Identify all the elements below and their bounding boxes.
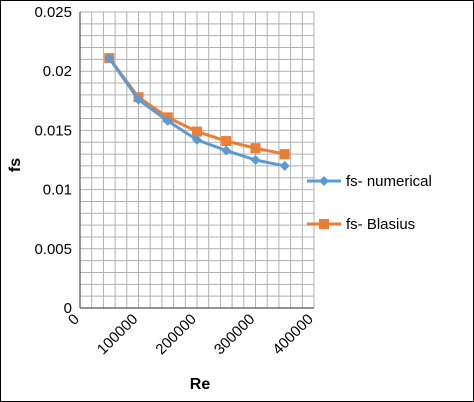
y-axis-title: fs xyxy=(7,158,24,172)
axes xyxy=(79,12,314,309)
y-tick-label: 0.005 xyxy=(34,241,72,258)
legend-entry-blasius: fs- Blasius xyxy=(307,216,415,233)
legend-label-blasius: fs- Blasius xyxy=(346,216,415,233)
x-tick-label: 100000 xyxy=(94,311,141,358)
y-tick-label: 0.015 xyxy=(34,122,72,139)
data-point-numerical xyxy=(104,53,115,64)
tick-labels: 0 0.005 0.01 0.015 0.02 0.025 0 100000 200000 300… xyxy=(34,4,316,358)
grid xyxy=(79,11,315,309)
y-tick-label: 0.02 xyxy=(43,63,72,80)
legend-label-numerical: fs- numerical xyxy=(346,173,432,190)
legend-entry-numerical: fs- numerical xyxy=(307,173,432,190)
data-point-numerical xyxy=(250,155,261,165)
x-tick-label: 400000 xyxy=(269,311,316,358)
x-tick-label: 200000 xyxy=(152,311,199,358)
data-point-blasius xyxy=(250,143,261,154)
legend: fs- numerical fs- Blasius xyxy=(307,173,432,233)
legend-marker-blasius xyxy=(319,219,329,229)
x-tick-label: 0 xyxy=(65,311,83,329)
y-tick-label: 0.01 xyxy=(43,182,72,199)
data-point-numerical xyxy=(133,94,144,105)
data-point-numerical xyxy=(162,115,173,126)
data-point-numerical xyxy=(279,160,290,171)
y-tick-label: 0 xyxy=(64,300,72,317)
data-point-blasius xyxy=(192,126,202,137)
x-axis-title: Re xyxy=(190,376,211,393)
legend-marker-numerical xyxy=(319,176,329,186)
x-tick-label: 300000 xyxy=(211,311,258,358)
data-point-numerical xyxy=(192,134,202,145)
data-point-blasius xyxy=(221,136,232,147)
y-tick-label: 0.025 xyxy=(34,4,72,21)
data-point-numerical xyxy=(221,145,232,156)
data-point-blasius xyxy=(279,149,290,160)
series xyxy=(104,53,290,171)
